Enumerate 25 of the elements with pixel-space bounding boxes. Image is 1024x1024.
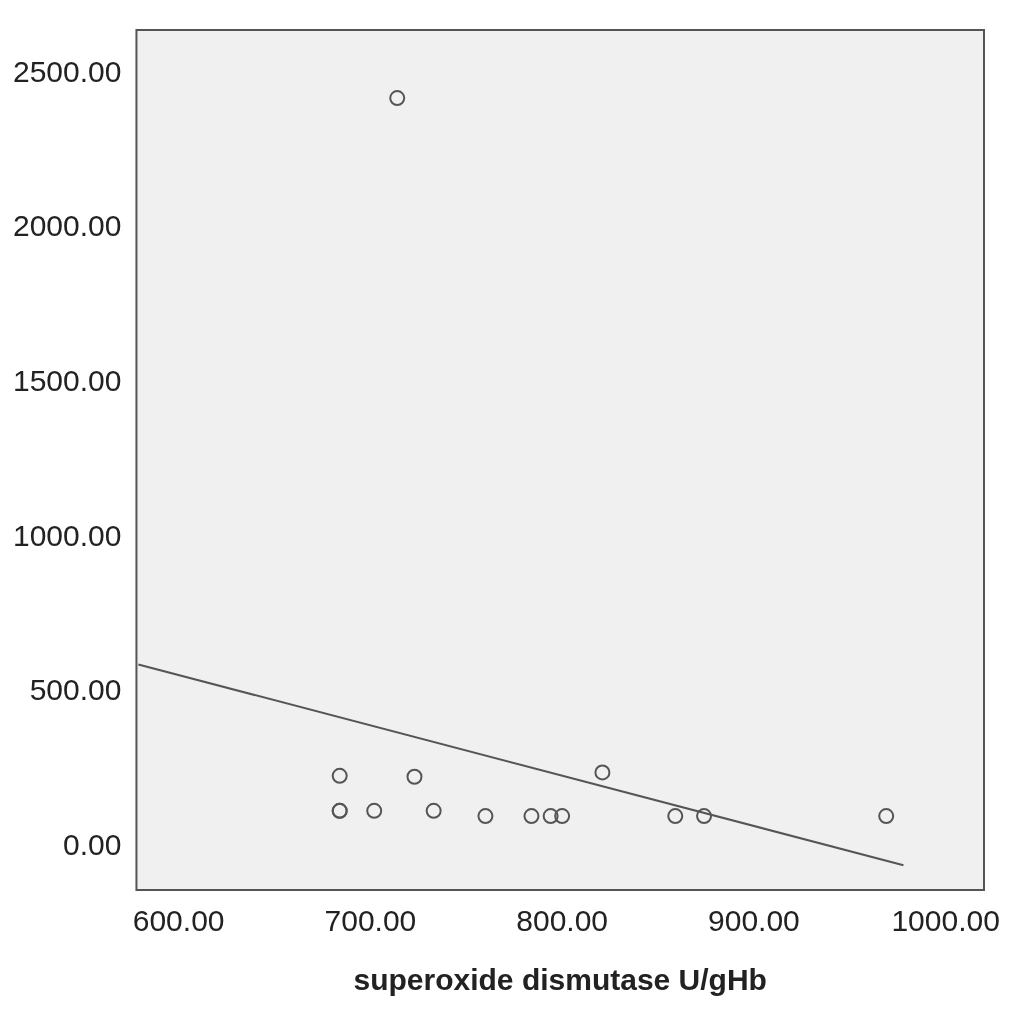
y-tick-label: 1500.00 bbox=[12, 363, 122, 397]
x-axis-title: superoxide dismutase U/gHb bbox=[353, 963, 767, 997]
x-tick-label: 600.00 bbox=[132, 904, 225, 938]
point bbox=[594, 764, 611, 781]
point bbox=[878, 808, 895, 825]
point bbox=[425, 802, 442, 819]
point bbox=[331, 767, 348, 784]
x-tick-label: 900.00 bbox=[708, 904, 800, 938]
y-tick-label: 0.00 bbox=[63, 827, 122, 861]
y-tick-label: 2500.00 bbox=[12, 54, 122, 88]
y-tick-label: 2000.00 bbox=[12, 209, 122, 243]
y-tick-label: 1000.00 bbox=[12, 518, 122, 552]
point bbox=[554, 808, 571, 825]
point bbox=[523, 808, 540, 825]
point bbox=[667, 808, 684, 825]
point bbox=[542, 808, 559, 825]
point bbox=[477, 808, 494, 825]
point bbox=[389, 90, 406, 107]
x-tick-label: 700.00 bbox=[324, 904, 417, 938]
point bbox=[366, 802, 383, 819]
y-tick-label: 500.00 bbox=[29, 673, 122, 707]
point bbox=[406, 768, 423, 785]
x-tick-label: 800.00 bbox=[516, 904, 609, 938]
x-tick-label: 1000.00 bbox=[891, 904, 1000, 938]
point bbox=[696, 808, 713, 825]
